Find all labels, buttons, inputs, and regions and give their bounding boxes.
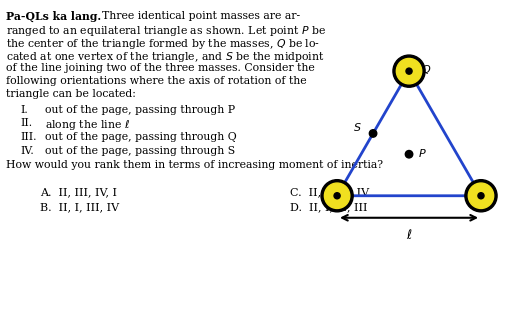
Circle shape [324, 183, 350, 208]
Text: D.  II, I, IV, III: D. II, I, IV, III [290, 202, 367, 212]
Circle shape [321, 180, 353, 212]
Text: triangle can be located:: triangle can be located: [6, 89, 136, 99]
Text: the center of the triangle formed by the masses, $Q$ be lo-: the center of the triangle formed by the… [6, 37, 320, 51]
Text: A.  II, III, IV, I: A. II, III, IV, I [40, 187, 117, 197]
Text: I.: I. [20, 105, 28, 115]
Text: $\ell$: $\ell$ [406, 228, 412, 242]
Text: $Q$: $Q$ [421, 63, 431, 76]
Text: Pa-QLs ka lang.: Pa-QLs ka lang. [6, 11, 101, 22]
Text: of the line joining two of the three masses. Consider the: of the line joining two of the three mas… [6, 63, 315, 73]
Text: along the line $\ell$: along the line $\ell$ [45, 119, 130, 132]
Text: Three identical point masses are ar-: Three identical point masses are ar- [95, 11, 300, 21]
Text: C.  II, III, I, IV: C. II, III, I, IV [290, 187, 369, 197]
Text: $P$: $P$ [418, 147, 426, 159]
Text: $S$: $S$ [352, 121, 361, 133]
Text: following orientations where the axis of rotation of the: following orientations where the axis of… [6, 76, 307, 86]
Text: ranged to an equilateral triangle as shown. Let point $P$ be: ranged to an equilateral triangle as sho… [6, 24, 326, 38]
Circle shape [465, 180, 497, 212]
Text: II.: II. [20, 119, 32, 129]
Circle shape [478, 193, 484, 199]
Circle shape [396, 58, 422, 84]
Text: out of the page, passing through S: out of the page, passing through S [45, 145, 235, 155]
Circle shape [406, 68, 412, 74]
Circle shape [334, 193, 340, 199]
Circle shape [393, 55, 425, 87]
Text: IV.: IV. [20, 145, 34, 155]
Circle shape [369, 130, 377, 137]
Text: out of the page, passing through Q: out of the page, passing through Q [45, 132, 237, 142]
Text: B.  II, I, III, IV: B. II, I, III, IV [40, 202, 119, 212]
Text: out of the page, passing through P: out of the page, passing through P [45, 105, 235, 115]
Circle shape [469, 183, 493, 208]
Text: How would you rank them in terms of increasing moment of inertia?: How would you rank them in terms of incr… [6, 160, 383, 170]
Circle shape [405, 151, 413, 158]
Text: cated at one vertex of the triangle, and $S$ be the midpoint: cated at one vertex of the triangle, and… [6, 50, 325, 64]
Text: III.: III. [20, 132, 37, 142]
